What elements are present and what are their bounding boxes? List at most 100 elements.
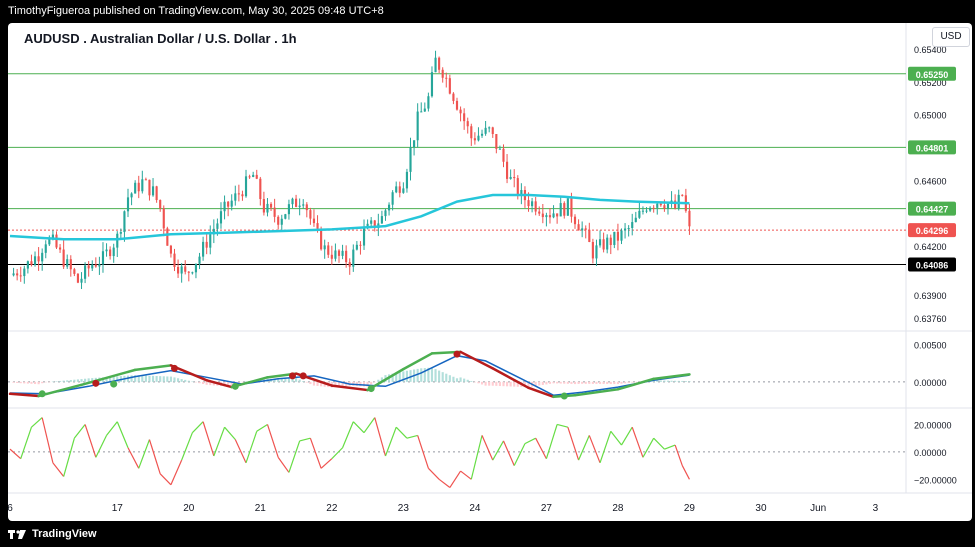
candle-body — [166, 228, 169, 246]
macd-histogram-bar — [498, 381, 501, 387]
candle-body — [552, 213, 555, 218]
macd-cross-dot — [299, 372, 307, 380]
macd-histogram-bar — [109, 376, 112, 382]
macd-histogram-bar — [187, 380, 190, 382]
candle-body — [452, 93, 455, 101]
candle-body — [477, 135, 480, 141]
candle-body — [51, 234, 54, 239]
candle-body — [302, 204, 305, 206]
rsi-line-segment — [256, 423, 268, 432]
macd-histogram-bar — [370, 381, 373, 385]
macd-histogram-bar — [184, 379, 187, 382]
candle-body — [55, 234, 58, 248]
macd-histogram-bar — [663, 380, 666, 382]
macd-histogram-bar — [684, 381, 687, 382]
macd-y-tick-label: 0.00500 — [914, 340, 947, 350]
macd-line-segment — [491, 367, 530, 390]
rsi-line-segment — [492, 440, 505, 461]
macd-histogram-bar — [30, 381, 33, 384]
brand-name: TradingView — [32, 528, 97, 540]
macd-histogram-bar — [277, 378, 280, 382]
candle-body — [277, 216, 280, 225]
candle-body — [563, 203, 566, 216]
rsi-line-segment — [556, 423, 569, 428]
currency-button[interactable]: USD — [932, 27, 970, 47]
rsi-line-segment — [513, 443, 526, 466]
rsi-line-segment — [599, 431, 612, 464]
candle-body — [80, 278, 83, 283]
rsi-line-segment — [9, 448, 22, 460]
rsi-line-segment — [578, 435, 590, 461]
chart-svg[interactable]: 0.63760 0.63900 0.64200 0.64600 0.65000 0.652… — [8, 23, 972, 521]
rsi-line-segment — [299, 437, 311, 442]
macd-histogram-bar — [584, 381, 587, 384]
macd-histogram-bar — [620, 381, 623, 384]
y-tick-label: 0.65000 — [914, 111, 947, 121]
macd-histogram-bar — [377, 379, 380, 382]
rsi-line-segment — [674, 444, 683, 466]
rsi-line-segment — [245, 431, 258, 464]
macd-histogram-bar — [480, 381, 484, 385]
macd-histogram-bar — [559, 381, 562, 384]
macd-histogram-bar — [244, 381, 248, 382]
candle-body — [445, 77, 448, 79]
rsi-line-segment — [127, 447, 140, 469]
rsi-line-segment — [342, 421, 354, 448]
macd-histogram-bar — [681, 380, 684, 382]
macd-histogram-bar — [631, 381, 634, 383]
rsi-line-segment — [427, 467, 440, 480]
candle-body — [348, 262, 351, 267]
candle-body — [480, 133, 484, 136]
candle-body — [144, 179, 147, 181]
rsi-line-segment — [202, 421, 215, 457]
macd-histogram-bar — [423, 368, 426, 382]
candle-body — [91, 264, 94, 269]
macd-histogram-bar — [548, 381, 552, 384]
macd-histogram-bar — [448, 375, 451, 382]
macd-histogram-bar — [634, 381, 637, 383]
candle-body — [463, 113, 466, 122]
candle-body — [337, 250, 341, 256]
candle-body — [531, 201, 534, 207]
candle-body — [634, 217, 637, 223]
macd-histogram-bar — [287, 378, 291, 382]
candle-body — [101, 251, 105, 265]
macd-histogram-bar — [212, 381, 215, 386]
rsi-line-segment — [374, 417, 387, 457]
rsi-line-segment — [266, 424, 279, 458]
candle-body — [126, 197, 130, 212]
candle-body — [438, 57, 441, 70]
candle-body — [151, 186, 155, 196]
y-tick-label: 0.65200 — [914, 78, 947, 88]
candle-body — [191, 272, 194, 274]
macd-histogram-bar — [41, 381, 44, 384]
macd-histogram-bar — [194, 381, 198, 383]
macd-histogram-bar — [23, 381, 26, 384]
candle-body — [402, 188, 405, 193]
macd-line-segment — [652, 373, 691, 381]
candle-body — [227, 201, 230, 207]
rsi-line-segment — [213, 426, 226, 457]
candle-body — [237, 193, 240, 195]
candle-body — [588, 229, 591, 243]
macd-histogram-bar — [495, 381, 498, 386]
level-label: 0.65250 — [916, 70, 949, 80]
macd-histogram-bar — [48, 381, 51, 383]
candle-body — [209, 234, 212, 248]
x-tick-label: 17 — [112, 503, 124, 514]
rsi-line-segment — [170, 459, 183, 486]
rsi-line-segment — [642, 437, 655, 458]
candle-body — [273, 207, 276, 217]
candle-body — [198, 256, 201, 264]
candle-body — [162, 208, 165, 229]
candle-body — [527, 200, 530, 207]
macd-histogram-bar — [609, 381, 612, 385]
tradingview-footer: TradingView — [8, 526, 97, 542]
macd-histogram-bar — [588, 381, 591, 384]
candle-body — [666, 203, 670, 209]
macd-cross-dot — [92, 379, 100, 387]
candle-body — [495, 134, 498, 149]
candle-body — [37, 256, 40, 262]
macd-cross-dot — [560, 392, 568, 400]
rsi-line-segment — [545, 424, 558, 459]
